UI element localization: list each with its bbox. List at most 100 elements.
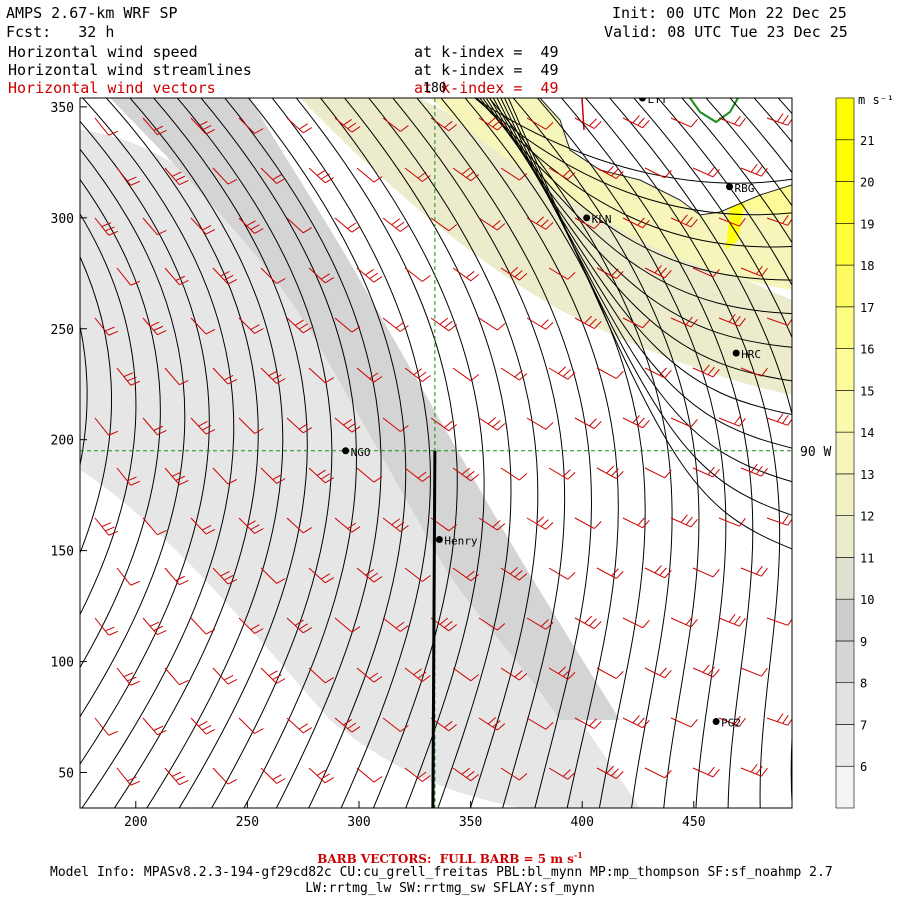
streamlines [80, 98, 792, 808]
wind-barb [574, 517, 602, 529]
wind-barb [260, 167, 286, 184]
wind-barb [548, 666, 576, 680]
y-tick-label: 50 [58, 767, 74, 782]
cross-section-line [431, 450, 437, 808]
wind-barb [308, 367, 334, 384]
wind-barb [116, 667, 141, 686]
wind-barb [500, 467, 528, 481]
wind-barb [286, 217, 312, 234]
field-level-streamlines: at k-index = 49 [414, 61, 559, 79]
wind-barb [548, 467, 576, 480]
colorbar-segment [835, 181, 855, 224]
wind-barb [526, 717, 554, 730]
wind-barb [526, 516, 554, 530]
station-lyt: LYT [638, 98, 668, 106]
wind-barb [500, 767, 528, 781]
colorbar-segment [835, 348, 855, 391]
wind-barb [164, 667, 189, 686]
wind-barb [478, 617, 506, 631]
colorbar-label: 10 [860, 593, 874, 607]
y-tick-label: 100 [51, 656, 74, 671]
speed-band-mid [110, 98, 620, 720]
wind-barb [164, 767, 189, 786]
wind-barb [718, 217, 746, 227]
wind-barb [740, 763, 768, 777]
wind-barb [382, 717, 409, 732]
wind-barb [308, 567, 334, 584]
wind-barb [644, 167, 672, 179]
wind-barb [190, 217, 216, 235]
streamline [656, 98, 792, 287]
wind-barb [574, 417, 602, 429]
wind-barb [766, 617, 792, 626]
wind-barb [622, 217, 650, 229]
wind-barb [334, 717, 361, 733]
station-dot [726, 183, 734, 191]
streamline [474, 98, 792, 216]
streamline [80, 324, 88, 467]
wind-barb [430, 217, 457, 232]
wind-barb [382, 117, 409, 132]
station-dot [638, 98, 646, 102]
field-level-speed: at k-index = 49 [414, 43, 559, 61]
wind-barb [500, 567, 528, 581]
wind-barb [94, 417, 119, 436]
x-tick-label: 300 [347, 815, 370, 830]
wind-barb [500, 267, 528, 281]
wind-barb [404, 567, 431, 582]
wind-barb [190, 417, 216, 435]
wind-barb [766, 113, 792, 126]
wind-barb [622, 715, 650, 729]
wind-barb [94, 717, 119, 736]
wind-barb [596, 667, 624, 679]
wind-barb [718, 313, 746, 327]
barb-legend-text: BARB VECTORS: FULL BARB = 5 m s [317, 852, 574, 866]
wind-barb [670, 514, 698, 528]
wind-barb [212, 667, 238, 685]
wind-barb [116, 467, 141, 486]
model-info: Model Info: MPASv8.2.3-194-gf29cd82c CU:… [50, 865, 833, 880]
streamline [224, 98, 382, 808]
colorbar-segment [835, 139, 855, 182]
wind-barb [692, 364, 720, 378]
wind-barb [94, 517, 119, 536]
colorbar-label: 8 [860, 677, 867, 691]
wind-barb [334, 417, 361, 433]
wind-barb [308, 267, 334, 284]
wind-barb [212, 167, 238, 185]
wind-barb [574, 717, 602, 729]
wind-barb [526, 417, 554, 430]
wind-barb [404, 267, 431, 282]
wind-barb [94, 617, 119, 636]
wind-barb [740, 265, 768, 277]
streamline [440, 98, 619, 808]
colorbar-segment [835, 431, 855, 475]
wind-barb [430, 117, 457, 132]
wind-barb [190, 317, 216, 335]
station-hrc: HRC [732, 348, 761, 361]
wind-barb [718, 715, 746, 727]
y-tick-label: 200 [51, 434, 74, 449]
wind-barb [622, 115, 650, 129]
wind-barb [670, 417, 698, 428]
streamline [80, 120, 210, 765]
wind-barb [766, 413, 792, 426]
x-tick-label: 200 [124, 815, 147, 830]
wind-barb [94, 117, 119, 136]
wind-barb [356, 367, 383, 383]
wind-barb [718, 613, 746, 627]
wind-barb [94, 217, 119, 236]
station-label: HRC [741, 348, 761, 361]
wind-barb [478, 317, 506, 331]
streamline [416, 98, 593, 808]
streamline [464, 98, 646, 808]
wind-barb [238, 617, 264, 634]
wind-barb [116, 567, 141, 586]
wind-barb [526, 216, 554, 230]
wind-barb [644, 367, 672, 379]
wind-barb [740, 565, 768, 577]
wind-barb [142, 417, 167, 436]
streamline [247, 98, 407, 808]
streamline [80, 255, 112, 555]
